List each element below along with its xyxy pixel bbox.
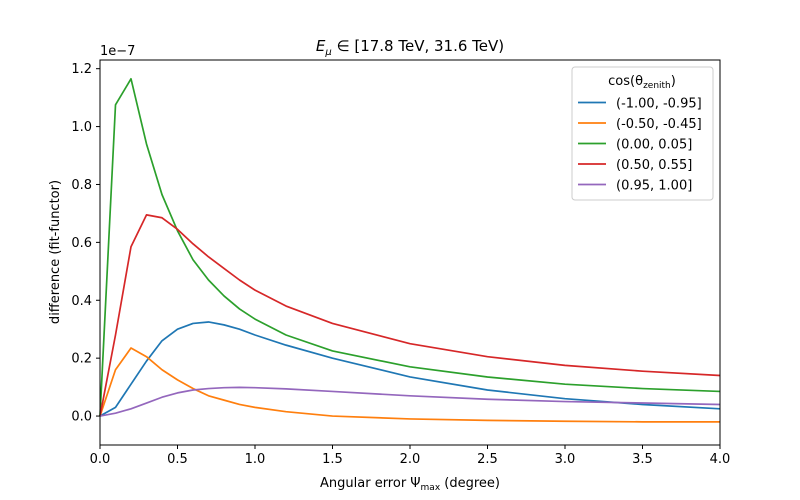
- x-tick-label: 2.0: [400, 452, 421, 467]
- y-tick-label: 0.2: [71, 352, 92, 367]
- x-tick-label: 3.0: [555, 452, 576, 467]
- y-ticks: 0.0 0.2 0.4 0.6 0.8 1.0 1.2: [71, 62, 100, 425]
- legend-label-3: (0.00, 0.05]: [616, 138, 692, 153]
- x-axis-label: Angular error Ψmax (degree): [320, 476, 500, 493]
- y-offset-label: 1e−7: [100, 44, 135, 59]
- y-tick-label: 0.8: [71, 178, 92, 193]
- x-ticks: 0.0 0.5 1.0 1.5 2.0 2.5 3.0 3.5 4.0: [90, 445, 731, 467]
- legend-box: [571, 66, 714, 201]
- x-tick-label: 1.5: [322, 452, 343, 467]
- y-axis-label: difference (fit-functor): [48, 180, 63, 324]
- legend-title: cos(θzenith): [608, 74, 676, 91]
- series-line-4: [99, 214, 721, 417]
- series-line-3: [99, 77, 721, 417]
- y-tick-label: 0.0: [71, 410, 92, 425]
- series-line-5: [99, 386, 721, 417]
- legend-label-4: (0.50, 0.55]: [616, 158, 692, 173]
- legend-entries: (-1.00, -0.95] (-0.50, -0.45] (0.00, 0.05]…: [578, 97, 702, 194]
- x-tick-label: 0.0: [90, 452, 111, 467]
- y-tick-label: 0.6: [71, 236, 92, 251]
- series-line-2: [99, 347, 720, 423]
- x-tick-label: 3.5: [632, 452, 653, 467]
- x-tick-label: 2.5: [477, 452, 498, 467]
- y-tick-label: 1.2: [71, 62, 92, 77]
- x-tick-label: 0.5: [167, 452, 188, 467]
- series-layer: [99, 77, 721, 423]
- y-tick-label: 1.0: [71, 120, 92, 135]
- legend-label-5: (0.95, 1.00]: [616, 179, 692, 194]
- legend-label-1: (-1.00, -0.95]: [616, 97, 702, 112]
- legend: cos(θzenith) (-1.00, -0.95] (-0.50, -0.45…: [571, 66, 714, 201]
- legend-label-2: (-0.50, -0.45]: [616, 117, 702, 132]
- x-tick-label: 4.0: [710, 452, 731, 467]
- series-line-1: [99, 321, 721, 417]
- chart-title: Eμ ∈ [17.8 TeV, 31.6 TeV): [316, 37, 504, 58]
- x-tick-label: 1.0: [245, 452, 266, 467]
- y-tick-label: 0.4: [71, 294, 92, 309]
